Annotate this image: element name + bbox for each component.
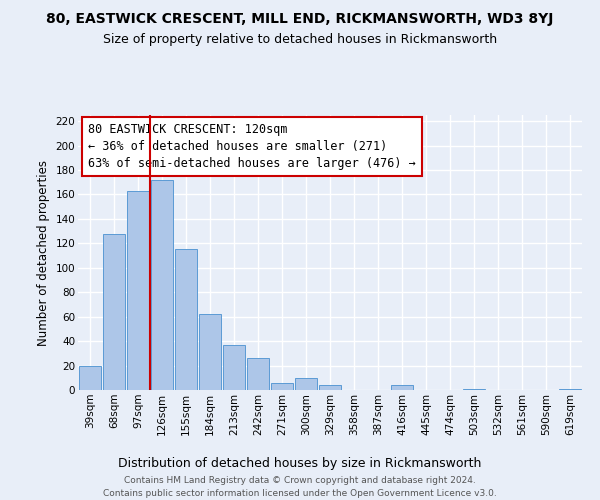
Bar: [391, 385, 413, 390]
Bar: [463, 389, 485, 390]
Bar: [151, 180, 173, 390]
Bar: [79, 366, 101, 390]
Bar: [271, 382, 293, 390]
Text: Distribution of detached houses by size in Rickmansworth: Distribution of detached houses by size …: [118, 458, 482, 470]
Bar: [223, 345, 245, 390]
Bar: [247, 358, 269, 390]
Text: Size of property relative to detached houses in Rickmansworth: Size of property relative to detached ho…: [103, 32, 497, 46]
Bar: [175, 250, 197, 390]
Bar: [127, 191, 149, 390]
Text: Contains HM Land Registry data © Crown copyright and database right 2024.
Contai: Contains HM Land Registry data © Crown c…: [103, 476, 497, 498]
Bar: [319, 385, 341, 390]
Y-axis label: Number of detached properties: Number of detached properties: [37, 160, 50, 346]
Bar: [559, 389, 581, 390]
Bar: [199, 314, 221, 390]
Bar: [103, 234, 125, 390]
Text: 80 EASTWICK CRESCENT: 120sqm
← 36% of detached houses are smaller (271)
63% of s: 80 EASTWICK CRESCENT: 120sqm ← 36% of de…: [88, 123, 416, 170]
Bar: [295, 378, 317, 390]
Text: 80, EASTWICK CRESCENT, MILL END, RICKMANSWORTH, WD3 8YJ: 80, EASTWICK CRESCENT, MILL END, RICKMAN…: [46, 12, 554, 26]
